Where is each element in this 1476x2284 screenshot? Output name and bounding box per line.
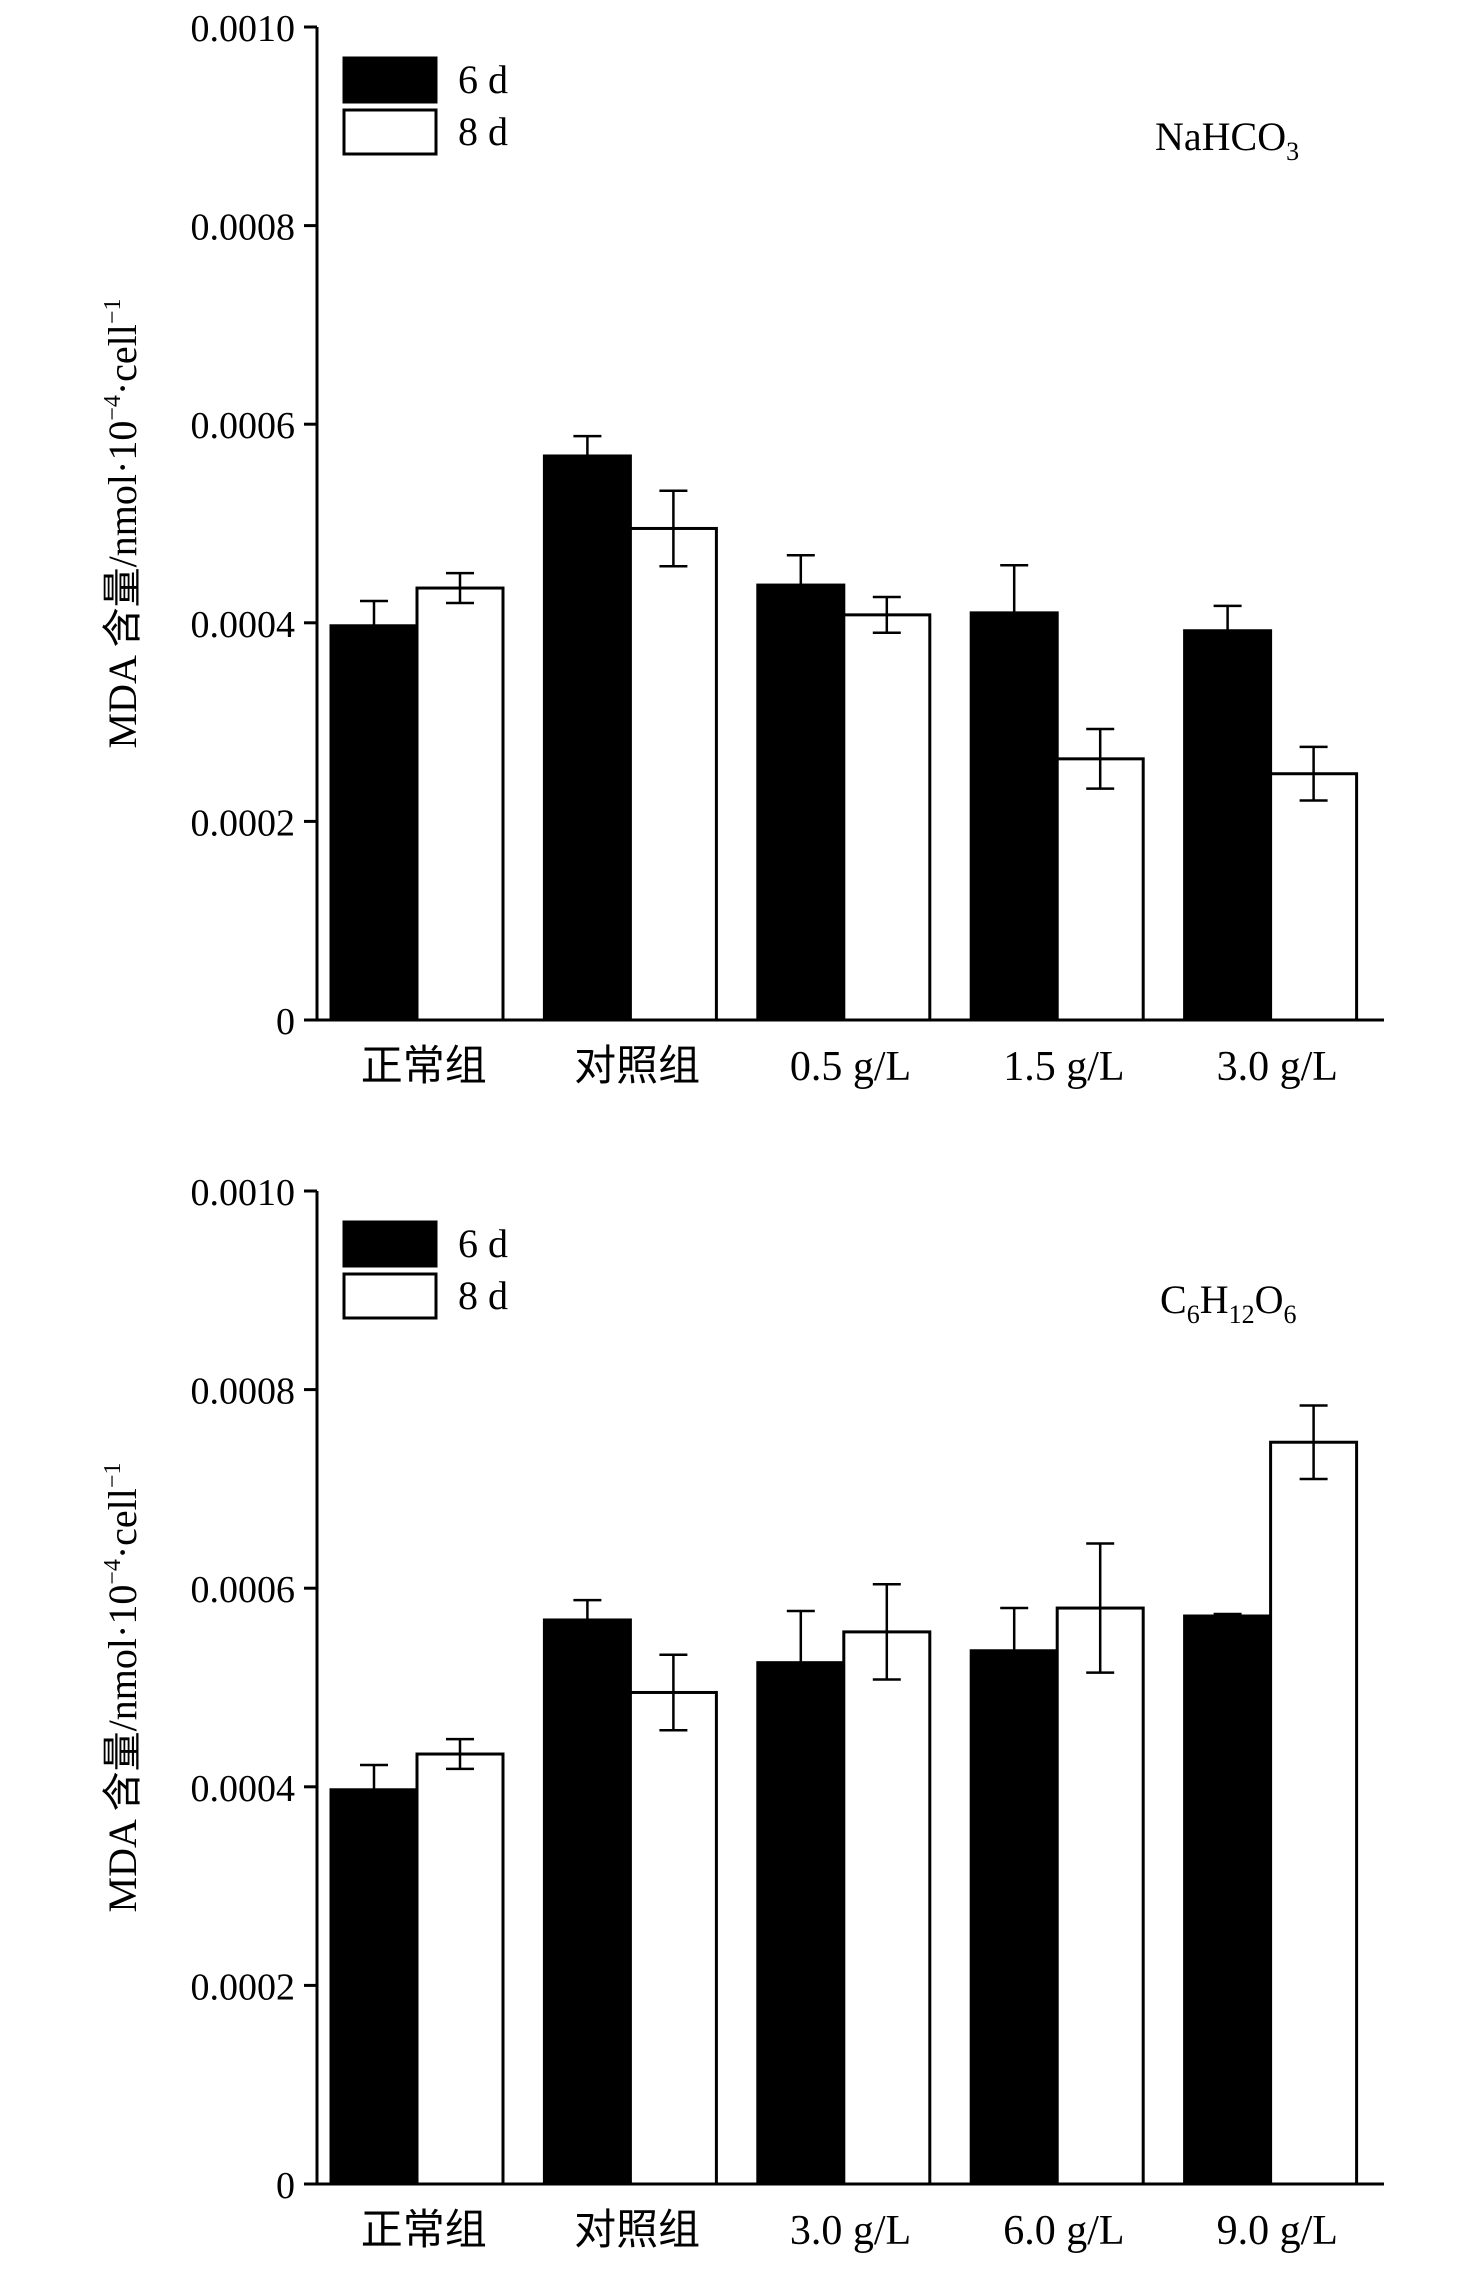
y-axis-label-sup: −4	[100, 1559, 126, 1585]
bar-8d	[1269, 772, 1359, 1022]
bar-6d	[329, 624, 419, 1022]
annotation-sub: 6	[1187, 1300, 1200, 1329]
y-tick-label: 0	[276, 2165, 295, 2207]
annotation-sub: 12	[1229, 1300, 1255, 1329]
x-tick-label: 3.0 g/L	[1217, 1044, 1338, 1090]
chart-annotation: C6H12O6	[1160, 1277, 1296, 1329]
bar-6d	[1183, 1614, 1273, 2186]
y-tick-label: 0.0008	[191, 207, 296, 249]
y-tick-label: 0.0004	[191, 604, 296, 646]
bar-8d	[1055, 1606, 1145, 2186]
bar-8d	[628, 526, 718, 1022]
y-tick-label: 0.0006	[191, 1569, 296, 1611]
y-tick-label: 0.0010	[191, 1172, 296, 1214]
legend-label: 8 d	[458, 109, 508, 154]
bar-6d	[1183, 629, 1273, 1022]
y-axis-label-prefix: MDA 含量/nmol·10	[100, 1585, 145, 1913]
annotation-part: O	[1255, 1277, 1284, 1322]
y-axis-label-mid: ·cell	[100, 1488, 145, 1559]
y-axis-label-sup: −1	[100, 1463, 126, 1489]
y-tick-label: 0.0010	[191, 8, 296, 50]
y-axis-label: MDA 含量/nmol·10−4·cell−1	[100, 1463, 145, 1913]
bar-6d	[969, 1649, 1059, 2186]
y-axis-label-sup: −4	[100, 395, 126, 421]
legend-label: 6 d	[458, 1221, 508, 1266]
x-tick-label: 对照组	[574, 2208, 700, 2254]
annotation-sub: 6	[1283, 1300, 1296, 1329]
x-tick-label: 3.0 g/L	[790, 2208, 911, 2254]
annotation-sub: 3	[1286, 137, 1299, 166]
y-tick-label: 0.0008	[191, 1371, 296, 1413]
bar-6d	[756, 583, 846, 1022]
bar-6d	[542, 1618, 632, 2186]
legend-label: 6 d	[458, 57, 508, 102]
x-tick-label: 对照组	[574, 1044, 700, 1090]
legend-label: 8 d	[458, 1273, 508, 1318]
annotation-part: NaHCO	[1155, 114, 1286, 159]
legend-swatch-8d	[342, 1272, 438, 1320]
x-tick-label: 9.0 g/L	[1217, 2208, 1338, 2254]
bar-8d	[842, 1630, 932, 2186]
y-tick-label: 0.0004	[191, 1768, 296, 1810]
bar-6d	[329, 1788, 419, 2186]
y-tick-label: 0.0002	[191, 802, 296, 844]
chart-panel-1: 0 0.0002 0.0004 0.0006 0.0008 0.0010 MDA 含量/nm…	[100, 8, 1384, 1090]
chart-panel-2: 0 0.0002 0.0004 0.0006 0.0008 0.0010 MDA 含量/nm…	[100, 1172, 1384, 2254]
bar-8d	[1055, 757, 1145, 1022]
legend-swatch-6d	[342, 1220, 438, 1268]
bar-8d	[628, 1690, 718, 2186]
chart-annotation: NaHCO3	[1155, 114, 1299, 166]
x-tick-label: 正常组	[361, 2208, 487, 2254]
bar-6d	[969, 611, 1059, 1022]
x-tick-label: 6.0 g/L	[1003, 2208, 1124, 2254]
y-tick-label: 0.0002	[191, 1966, 296, 2008]
legend-swatch-8d	[342, 108, 438, 156]
y-tick-label: 0	[276, 1001, 295, 1043]
bar-8d	[1269, 1440, 1359, 2186]
y-axis-label-mid: ·cell	[100, 324, 145, 395]
legend-swatch-6d	[342, 56, 438, 104]
y-axis-label-prefix: MDA 含量/nmol·10	[100, 421, 145, 749]
bar-6d	[542, 454, 632, 1022]
x-tick-label: 正常组	[361, 1044, 487, 1090]
x-tick-label: 1.5 g/L	[1003, 1044, 1124, 1090]
y-tick-label: 0.0006	[191, 405, 296, 447]
bar-6d	[756, 1661, 846, 2186]
bar-8d	[842, 613, 932, 1022]
y-axis-label-sup: −1	[100, 299, 126, 325]
bar-8d	[415, 1752, 505, 2186]
bar-8d	[415, 586, 505, 1022]
y-axis-label: MDA 含量/nmol·10−4·cell−1	[100, 299, 145, 749]
x-tick-label: 0.5 g/L	[790, 1044, 911, 1090]
annotation-part: C	[1160, 1277, 1187, 1322]
annotation-part: H	[1200, 1277, 1229, 1322]
